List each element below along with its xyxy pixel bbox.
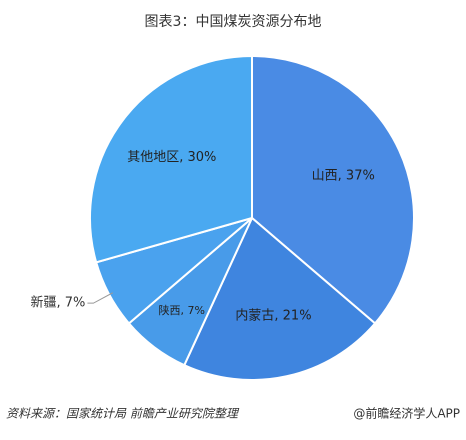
pie-slice [251,54,415,325]
data-label: 新疆, 7% [31,295,86,311]
data-label: 陕西, 7% [158,303,204,317]
chart-title: 图表3：中国煤炭资源分布地 [145,14,322,30]
data-label: 其他地区, 30% [127,150,216,165]
credit: @前瞻经济学人APP [353,406,460,421]
data-label: 内蒙古, 21% [235,308,311,324]
source: 资料来源：国家统计局 前瞻产业研究院整理 [6,407,240,421]
pie-slice [182,216,377,381]
pie-slice [89,54,253,264]
data-label: 山西, 37% [312,169,375,184]
leader-line [87,292,114,304]
